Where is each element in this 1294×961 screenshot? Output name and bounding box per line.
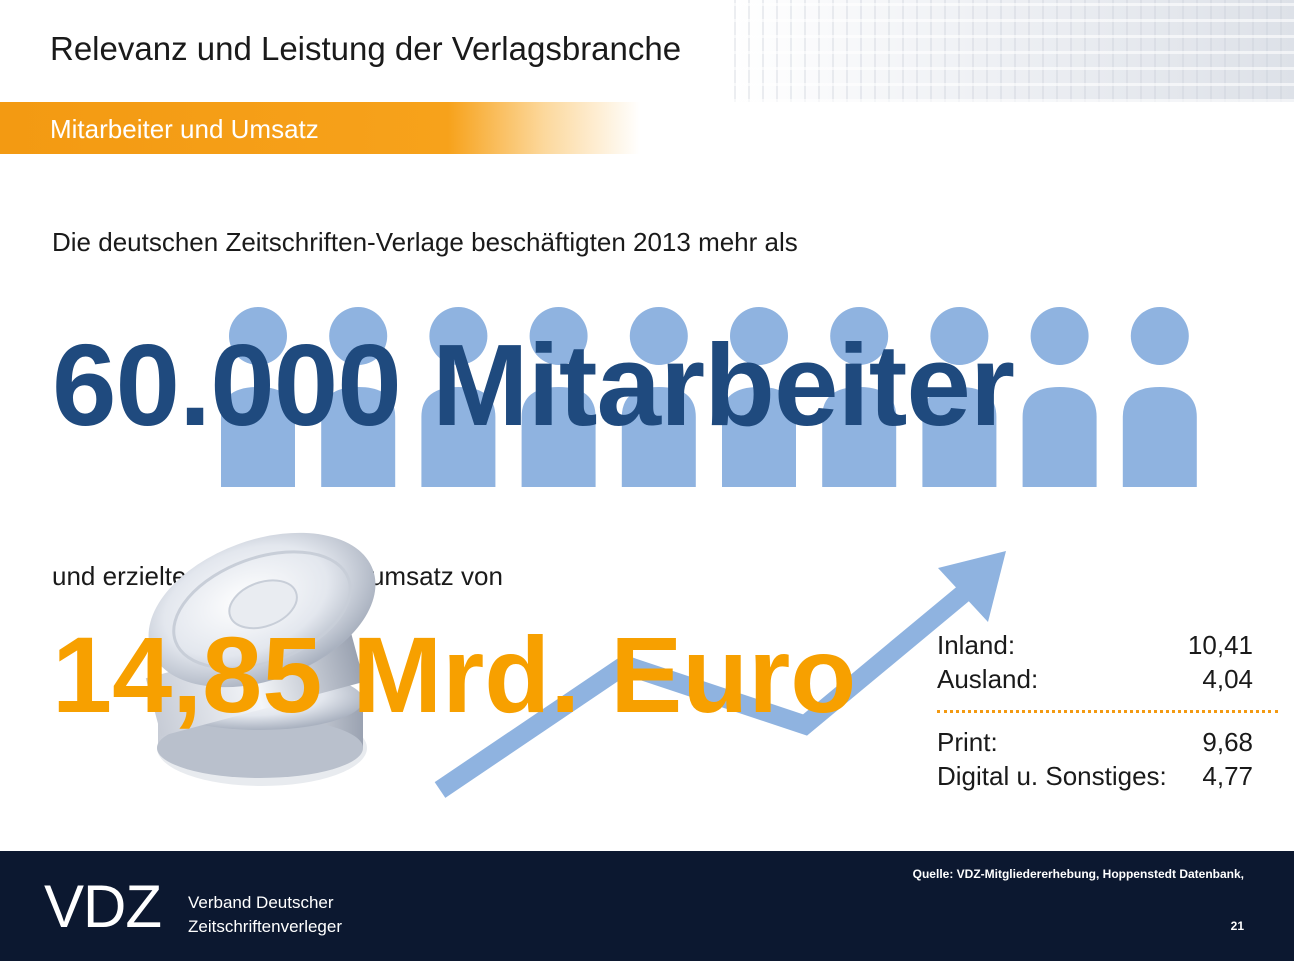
revenue-breakdown: Inland: 10,41 Ausland: 4,04 Print: 9,68 …	[937, 628, 1278, 793]
person-icon	[621, 307, 696, 487]
breakdown-label: Print:	[937, 727, 998, 757]
person-icon	[822, 307, 897, 487]
breakdown-row-digital: Digital u. Sonstiges: 4,77	[937, 759, 1253, 793]
breakdown-value: 10,41	[1187, 630, 1253, 660]
person-icon	[922, 307, 997, 487]
breakdown-row-print: Print: 9,68	[937, 725, 1253, 759]
page-title: Relevanz und Leistung der Verlagsbranche	[50, 30, 682, 67]
person-icon	[421, 307, 496, 487]
breakdown-label: Digital u. Sonstiges:	[937, 761, 1167, 791]
employees-intro: Die deutschen Zeitschriften-Verlage besc…	[52, 227, 798, 257]
header-decoration-overlay	[734, 0, 1294, 102]
dotted-divider	[937, 710, 1278, 713]
source-note: Quelle: VDZ-Mitgliedererhebung, Hoppenst…	[912, 867, 1244, 881]
person-icon	[722, 307, 796, 487]
breakdown-row-ausland: Ausland: 4,04	[937, 662, 1253, 696]
vdz-logo: VDZ	[44, 873, 162, 940]
person-icon	[321, 307, 396, 487]
section-banner	[0, 102, 640, 154]
page-number: 21	[1230, 919, 1244, 933]
breakdown-value: 4,04	[1202, 664, 1253, 694]
org-name-line2: Zeitschriftenverleger	[188, 917, 343, 936]
revenue-headline: 14,85 Mrd. Euro	[52, 614, 857, 735]
breakdown-label: Ausland:	[937, 664, 1039, 694]
person-icon	[221, 307, 295, 487]
employees-headline: 60.000 Mitarbeiter	[52, 320, 1015, 450]
breakdown-value: 9,68	[1202, 727, 1253, 757]
person-icon	[521, 307, 596, 487]
coin-stack-icon	[145, 532, 376, 786]
breakdown-row-inland: Inland: 10,41	[937, 628, 1253, 662]
section-banner-label: Mitarbeiter und Umsatz	[50, 114, 319, 144]
person-icon	[1122, 307, 1197, 487]
footer	[0, 851, 1294, 961]
rising-arrow-icon	[434, 551, 1006, 798]
org-name-line1: Verband Deutscher	[188, 893, 334, 912]
breakdown-label: Inland:	[937, 630, 1016, 660]
person-icon	[1022, 307, 1097, 487]
breakdown-value: 4,77	[1202, 761, 1253, 791]
